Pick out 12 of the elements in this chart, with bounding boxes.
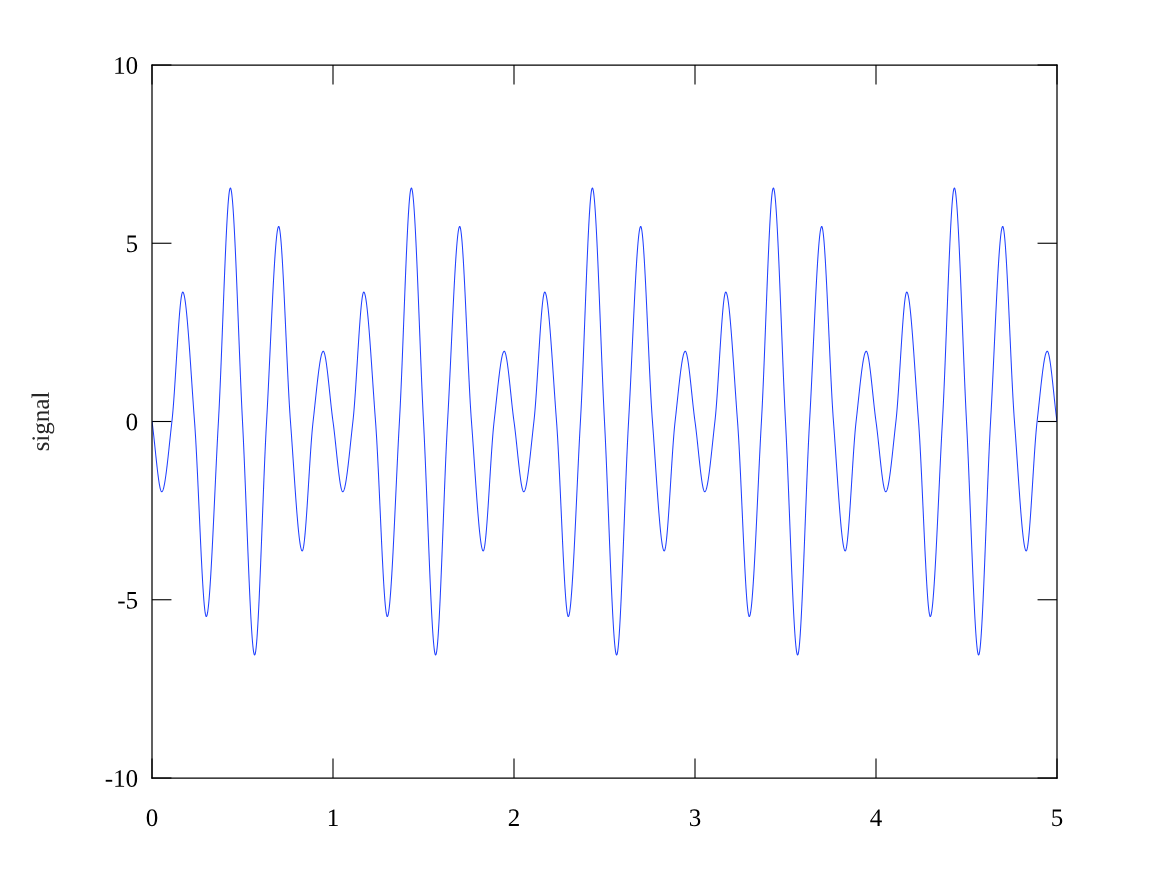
y-tick-label: 5 [127,235,138,253]
y-tick-label: -5 [118,592,138,609]
y-axis-title: signal [31,392,55,451]
y-tick-label: -10 [105,770,138,787]
x-tick-label: 4 [870,809,882,826]
x-tick-label: 3 [689,809,701,827]
x-tick-label: 5 [1052,809,1063,827]
x-tick-label: 1 [328,809,338,826]
y-tick-label: 10 [115,57,138,74]
x-tick-label: 2 [508,809,519,826]
y-tick-label: 0 [126,413,138,431]
x-tick-label: 0 [146,809,158,827]
